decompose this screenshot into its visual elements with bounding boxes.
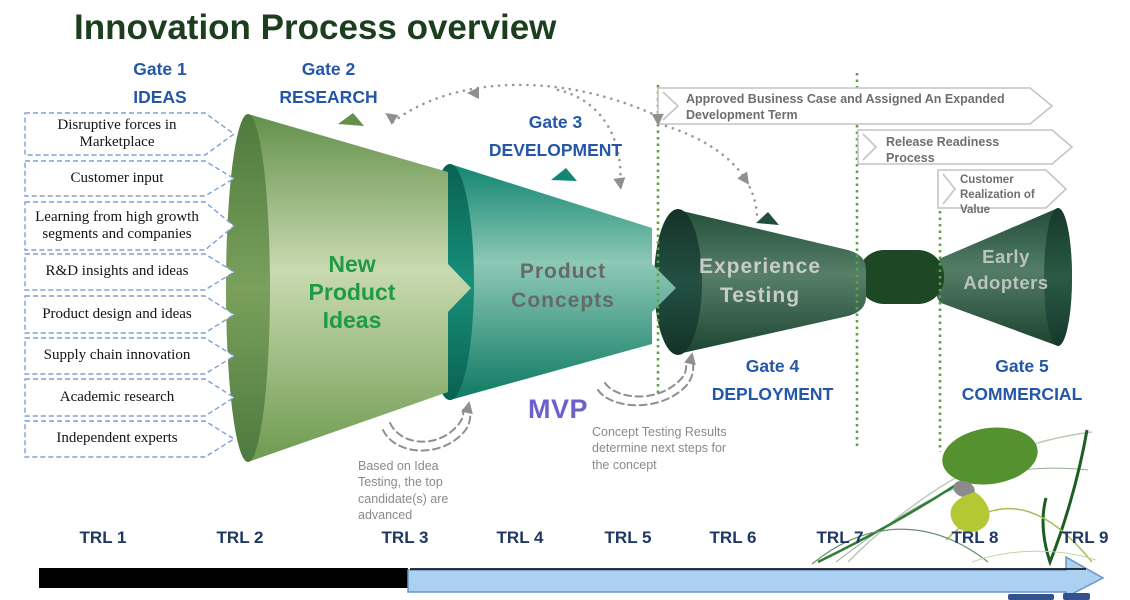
gate-4-name: Gate 4 — [745, 356, 800, 376]
milestone-banner-shapes — [657, 87, 1074, 209]
pipeline-pill-shape — [858, 250, 944, 304]
funnel-new-product-ideas-shape — [226, 113, 471, 462]
note-concept-testing: Concept Testing Results determine next s… — [592, 425, 727, 472]
mvp-label: MVP — [527, 394, 588, 424]
funnel-label-early-adopters: Early Adopters — [963, 246, 1049, 293]
funnel-label-experience-testing: Experience Testing — [698, 255, 822, 307]
trl-2-label: TRL 2 — [216, 528, 264, 547]
banner-left-chevrons — [662, 91, 957, 205]
gate-5-name: Gate 5 — [995, 356, 1049, 376]
idea-source-item: Disruptive forces in Marketplace — [57, 116, 177, 150]
funnel-label-product-concepts: Product Concepts — [511, 260, 615, 312]
trl-timeline-bars — [39, 555, 1105, 599]
trl-5-label: TRL 5 — [604, 528, 652, 547]
gate-4-label: Gate 4 DEPLOYMENT — [695, 352, 850, 408]
banner-customer-realization: Customer Realization of Value — [960, 174, 1035, 216]
idea-source-item: Academic research — [59, 388, 175, 405]
gate-5-label: Gate 5 COMMERCIAL — [942, 352, 1102, 408]
gate-1-name: Gate 1 — [133, 59, 187, 79]
idea-source-item: Customer input — [70, 169, 164, 186]
idea-source-item: Learning from high growth segments and c… — [35, 208, 199, 242]
note-idea-testing: Based on Idea Testing, the top candidate… — [358, 459, 449, 522]
idea-source-item: Product design and ideas — [42, 305, 192, 322]
seed-dot — [953, 480, 975, 498]
gate-divider-lines — [656, 73, 942, 452]
idea-source-item: Supply chain innovation — [43, 347, 191, 364]
banner-approved-business-case: Approved Business Case and Assigned An E… — [686, 92, 1005, 123]
gate-3-label: Gate 3 DEVELOPMENT — [478, 108, 633, 164]
leaf-blob — [942, 427, 1038, 485]
bud-teardrop — [950, 492, 990, 532]
page-title: Innovation Process overview — [74, 8, 557, 47]
loop-arrowheads — [461, 352, 696, 415]
banner-release-readiness: Release Readiness Process — [886, 135, 1000, 166]
trl-6-label: TRL 6 — [709, 528, 757, 547]
gate-1-stage: IDEAS — [133, 87, 187, 107]
trl-4-label: TRL 4 — [496, 528, 544, 547]
gate-2-name: Gate 2 — [301, 59, 356, 79]
iteration-dotted-arcs — [391, 83, 759, 218]
trl-3-label: TRL 3 — [381, 528, 429, 547]
trl-blue-arrow — [407, 555, 1105, 599]
gate-1-label: Gate 1 IDEAS — [105, 55, 215, 111]
feedback-loop-arrows — [382, 361, 695, 452]
funnel-label-new-product-ideas: New Product Ideas — [308, 251, 396, 333]
idea-source-boxes — [24, 112, 236, 458]
trl-7-label: TRL 7 — [816, 528, 864, 547]
trl-9-label: TRL 9 — [1061, 528, 1109, 547]
gate-4-stage: DEPLOYMENT — [711, 384, 834, 404]
funnel-early-adopters-shape — [934, 208, 1072, 346]
gate-3-stage: DEVELOPMENT — [488, 140, 623, 160]
cutoff-caption-fragment — [1008, 593, 1090, 600]
gate-5-stage: COMMERCIAL — [961, 384, 1083, 404]
trl-1-label: TRL 1 — [79, 528, 127, 547]
trl-black-bar — [39, 568, 408, 588]
gate-2-label: Gate 2 RESEARCH — [266, 55, 391, 111]
trl-8-label: TRL 8 — [951, 528, 999, 547]
idea-source-item: Independent experts — [56, 430, 178, 447]
gate-3-name: Gate 3 — [528, 112, 583, 132]
gate-2-stage: RESEARCH — [279, 87, 378, 107]
idea-source-item: R&D insights and ideas — [45, 263, 189, 280]
plant-decoration — [811, 427, 1097, 567]
funnel-experience-testing-shape — [654, 209, 866, 355]
arc-arrowheads — [385, 87, 750, 190]
